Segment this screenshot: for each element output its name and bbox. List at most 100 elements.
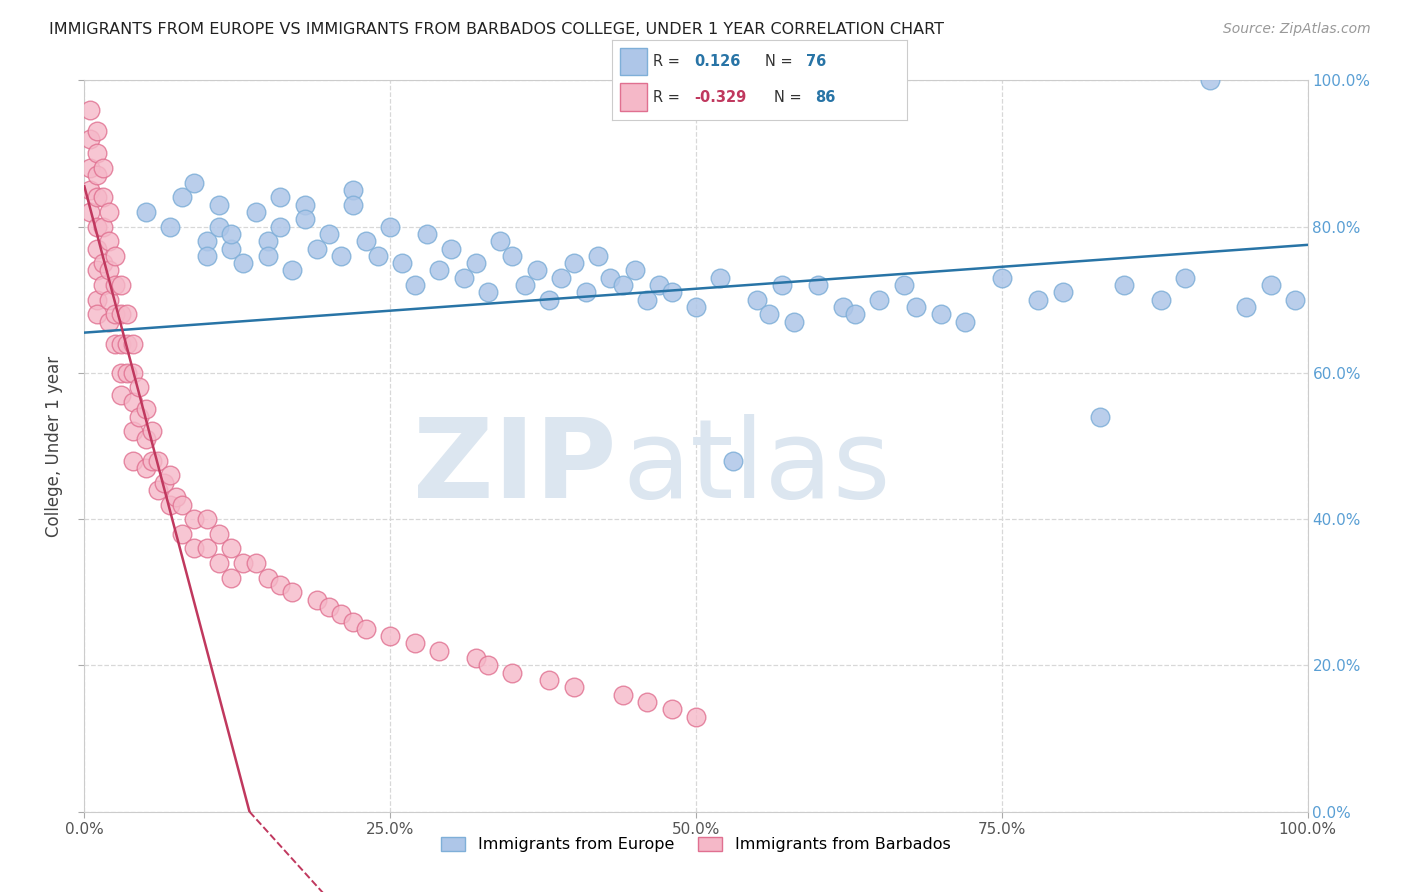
Point (550, 270, 572, 285)
Point (1150, 293, 1173, 307)
Y-axis label: College, Under 1 year: College, Under 1 year (45, 355, 63, 537)
Point (575, 285, 598, 300)
Point (342, 183, 364, 197)
Text: atlas: atlas (623, 415, 891, 522)
Point (159, 468, 181, 483)
Point (91, 278, 114, 293)
Point (104, 249, 127, 263)
Point (586, 249, 609, 263)
Point (141, 425, 163, 439)
Point (257, 234, 280, 248)
Point (367, 249, 389, 263)
Point (612, 688, 634, 702)
Point (318, 227, 340, 241)
Point (79, 132, 101, 146)
Point (104, 278, 127, 293)
Point (115, 336, 138, 351)
Point (1198, 73, 1220, 87)
Text: IMMIGRANTS FROM EUROPE VS IMMIGRANTS FROM BARBADOS COLLEGE, UNDER 1 YEAR CORRELA: IMMIGRANTS FROM EUROPE VS IMMIGRANTS FRO… (49, 22, 945, 37)
Point (195, 234, 218, 248)
Text: N =: N = (765, 54, 793, 70)
Point (269, 190, 291, 204)
Point (245, 205, 267, 219)
Point (172, 190, 194, 204)
Point (128, 380, 150, 394)
Point (91, 161, 114, 175)
Point (91, 219, 114, 234)
Point (135, 461, 157, 475)
Point (159, 498, 181, 512)
Point (128, 409, 150, 424)
Point (122, 366, 145, 380)
Point (1260, 278, 1282, 293)
Point (122, 336, 145, 351)
Point (172, 498, 194, 512)
Point (562, 256, 585, 270)
Point (427, 263, 450, 277)
Point (869, 293, 891, 307)
Point (97, 315, 120, 329)
Point (208, 219, 231, 234)
Point (758, 307, 780, 321)
Point (219, 227, 242, 241)
Point (195, 249, 218, 263)
Point (489, 234, 512, 248)
Point (648, 278, 671, 293)
Point (219, 242, 242, 256)
Legend: Immigrants from Europe, Immigrants from Barbados: Immigrants from Europe, Immigrants from … (434, 830, 957, 859)
Point (122, 395, 145, 409)
Point (305, 592, 328, 607)
Point (257, 249, 280, 263)
Text: N =: N = (775, 89, 801, 104)
Point (562, 681, 585, 695)
Point (513, 278, 536, 293)
Point (502, 249, 524, 263)
Point (526, 263, 548, 277)
Point (599, 270, 621, 285)
Point (453, 270, 475, 285)
Point (122, 425, 145, 439)
Point (208, 197, 231, 211)
Point (91, 256, 114, 270)
Point (636, 293, 658, 307)
Point (219, 571, 242, 585)
Point (110, 366, 132, 380)
Point (153, 475, 176, 490)
Point (86, 242, 108, 256)
Point (257, 571, 280, 585)
Text: -0.329: -0.329 (695, 89, 747, 104)
Point (97, 263, 120, 277)
Point (342, 615, 364, 629)
Point (807, 278, 830, 293)
Point (115, 307, 138, 321)
Point (208, 556, 231, 570)
Point (86, 190, 108, 204)
Bar (620, 84, 647, 111)
Point (159, 219, 181, 234)
Text: 0.126: 0.126 (695, 54, 741, 70)
Point (294, 212, 316, 227)
Point (747, 293, 769, 307)
Point (97, 205, 120, 219)
Point (135, 205, 157, 219)
Point (636, 695, 658, 709)
Point (146, 483, 169, 497)
Point (195, 541, 218, 556)
Point (1088, 409, 1111, 424)
Point (404, 278, 426, 293)
Point (783, 315, 806, 329)
Point (183, 512, 205, 526)
Point (953, 315, 976, 329)
Text: ZIP: ZIP (413, 415, 616, 522)
Bar (620, 48, 647, 76)
Point (86, 263, 108, 277)
Point (318, 599, 340, 614)
Point (1174, 270, 1197, 285)
Point (79, 161, 101, 175)
Point (612, 278, 634, 293)
Point (440, 242, 463, 256)
Point (770, 278, 793, 293)
Point (79, 183, 101, 197)
Point (86, 307, 108, 321)
Point (110, 307, 132, 321)
